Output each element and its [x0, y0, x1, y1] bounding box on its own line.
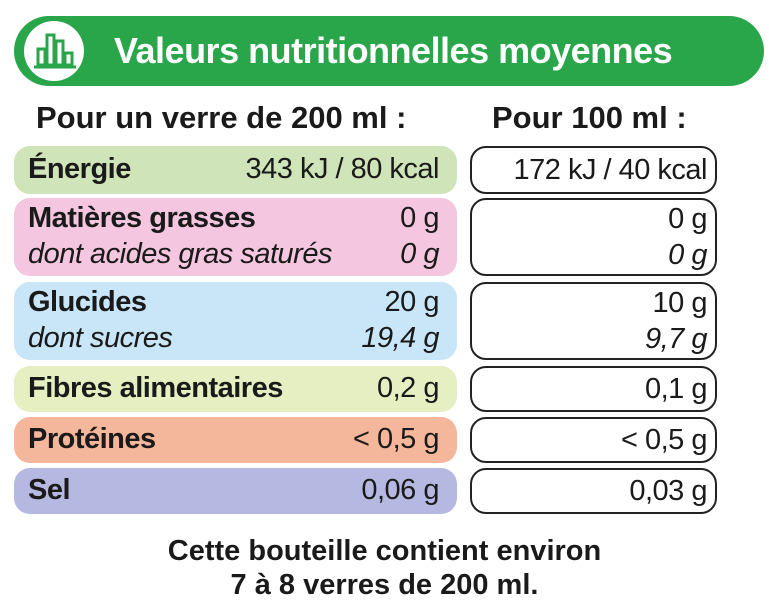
label-carbohydrates: Glucides — [28, 286, 147, 318]
label-fat: Matières grasses — [28, 202, 256, 234]
value-sugars-per-100ml: 9,7 g — [645, 323, 708, 355]
value-sugars-per-glass: 19,4 g — [361, 322, 439, 354]
value-energy-per-100ml: 172 kJ / 40 kcal — [513, 154, 708, 186]
row-protein: Protéines < 0,5 g — [14, 417, 457, 463]
row-energy: Énergie 343 kJ / 80 kcal — [14, 146, 457, 194]
table-title: Valeurs nutritionnelles moyennes — [114, 30, 673, 71]
value-energy-per-glass: 343 kJ / 80 kcal — [245, 153, 440, 185]
value-fat-per-glass: 0 g — [400, 202, 439, 234]
row-fibre: Fibres alimentaires 0,2 g — [14, 366, 457, 412]
box-fat-per-100ml: 0 g 0 g — [470, 198, 717, 276]
label-protein: Protéines — [28, 423, 156, 455]
value-salt-per-100ml: 0,03 g — [629, 475, 707, 507]
value-carbohydrates-per-glass: 20 g — [384, 286, 440, 318]
row-salt: Sel 0,06 g — [14, 468, 457, 514]
row-carbohydrates: Glucides 20 g dont sucres 19,4 g — [14, 282, 457, 360]
value-fat-per-100ml: 0 g — [668, 203, 707, 235]
box-carbohydrates-per-100ml: 10 g 9,7 g — [470, 282, 717, 360]
value-saturated-fat-per-100ml: 0 g — [668, 239, 707, 271]
box-salt-per-100ml: 0,03 g — [470, 468, 717, 514]
footer-line-1: Cette bouteille contient environ — [167, 535, 602, 567]
label-salt: Sel — [28, 474, 71, 506]
title-banner: Valeurs nutritionnelles moyennes — [14, 16, 764, 86]
label-sugars: dont sucres — [28, 322, 173, 354]
column-header-per-glass: Pour un verre de 200 ml : — [36, 100, 407, 135]
value-protein-per-glass: < 0,5 g — [353, 423, 440, 455]
box-protein-per-100ml: < 0,5 g — [470, 417, 717, 463]
bar-chart-icon — [24, 21, 84, 81]
label-fibre: Fibres alimentaires — [28, 372, 283, 404]
box-energy-per-100ml: 172 kJ / 40 kcal — [470, 146, 717, 194]
label-energy: Énergie — [28, 153, 131, 185]
row-fat: Matières grasses 0 g dont acides gras sa… — [14, 198, 457, 276]
value-fibre-per-100ml: 0,1 g — [645, 373, 708, 405]
label-saturated-fat: dont acides gras saturés — [28, 238, 332, 270]
value-saturated-fat-per-glass: 0 g — [400, 238, 439, 270]
value-protein-per-100ml: < 0,5 g — [621, 424, 708, 456]
footer-line-2: 7 à 8 verres de 200 ml. — [230, 569, 539, 601]
column-header-per-100ml: Pour 100 ml : — [492, 100, 687, 135]
value-carbohydrates-per-100ml: 10 g — [652, 287, 708, 319]
value-fibre-per-glass: 0,2 g — [377, 372, 440, 404]
value-salt-per-glass: 0,06 g — [361, 474, 439, 506]
box-fibre-per-100ml: 0,1 g — [470, 366, 717, 412]
